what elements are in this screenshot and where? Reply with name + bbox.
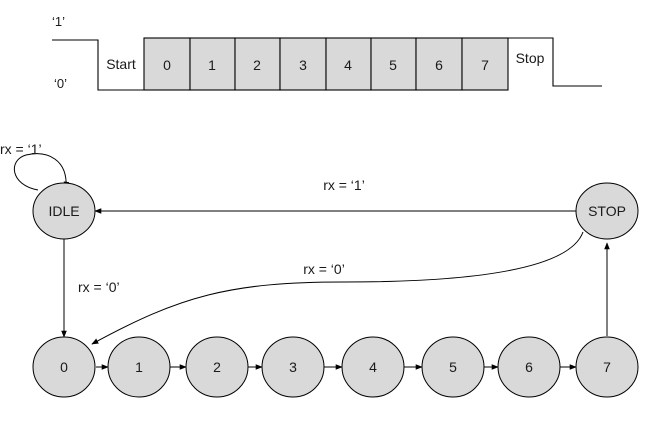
state-bit-6: 6	[497, 336, 561, 398]
stop-bit-label: Stop	[516, 50, 545, 66]
data-bit-cells	[143, 37, 509, 91]
state-bit-1-label: 1	[135, 359, 143, 375]
state-stop: STOP	[575, 182, 639, 240]
state-bit-7-label: 7	[603, 359, 611, 375]
bit-cell-7	[461, 37, 509, 91]
state-bit-3: 3	[261, 336, 325, 398]
level-low-label: ‘0’	[54, 76, 67, 91]
level-high-label: ‘1’	[52, 14, 65, 29]
state-bit-3-label: 3	[289, 359, 297, 375]
state-idle: IDLE	[32, 182, 96, 240]
state-bit-6-label: 6	[525, 359, 533, 375]
stop-to-bit0-label: rx = ‘0’	[303, 261, 345, 277]
idle-to-bit0-label: rx = ‘0’	[78, 279, 120, 295]
state-bit-5: 5	[421, 336, 485, 398]
state-nodes: IDLE STOP 0 1 2 3 4 5	[32, 182, 639, 398]
state-transitions: rx = ‘1’ rx = ‘1’ rx = ‘0’ rx = ‘0’	[0, 141, 610, 370]
bit-cell-2	[234, 37, 281, 91]
state-bit-5-label: 5	[449, 359, 457, 375]
bit-cell-1	[189, 37, 236, 91]
data-bit-labels: 0 1 2 3 4 5 6 7	[163, 57, 489, 73]
bit-label-0: 0	[163, 57, 171, 73]
bit-label-6: 6	[435, 57, 443, 73]
state-bit-4-label: 4	[369, 359, 377, 375]
idle-self-loop-label: rx = ‘1’	[0, 141, 42, 157]
stop-bit-line	[508, 37, 602, 87]
start-bit-label: Start	[106, 56, 136, 72]
bit-cell-5	[370, 37, 417, 91]
idle-high-line	[52, 39, 144, 91]
stop-to-bit0-arrow	[91, 231, 584, 345]
state-bit-1: 1	[107, 336, 171, 398]
state-bit-2-label: 2	[213, 359, 221, 375]
bit-label-1: 1	[208, 57, 216, 73]
uart-frame-waveform: ‘1’ ‘0’ Start 0 1 2 3 4 5 6 7 Stop	[52, 14, 602, 91]
state-bit-0: 0	[32, 336, 96, 398]
stop-to-idle-label: rx = ‘1’	[323, 177, 365, 193]
bit-label-5: 5	[389, 57, 397, 73]
bit-label-3: 3	[299, 57, 307, 73]
state-stop-label: STOP	[588, 203, 626, 219]
state-idle-label: IDLE	[48, 203, 79, 219]
state-bit-0-label: 0	[60, 359, 68, 375]
idle-self-loop-arrow	[13, 153, 70, 191]
bit-label-4: 4	[344, 57, 352, 73]
bit-label-2: 2	[253, 57, 261, 73]
bit-label-7: 7	[481, 57, 489, 73]
state-bit-4: 4	[341, 336, 405, 398]
state-bit-2: 2	[185, 336, 249, 398]
state-bit-7: 7	[575, 336, 639, 398]
